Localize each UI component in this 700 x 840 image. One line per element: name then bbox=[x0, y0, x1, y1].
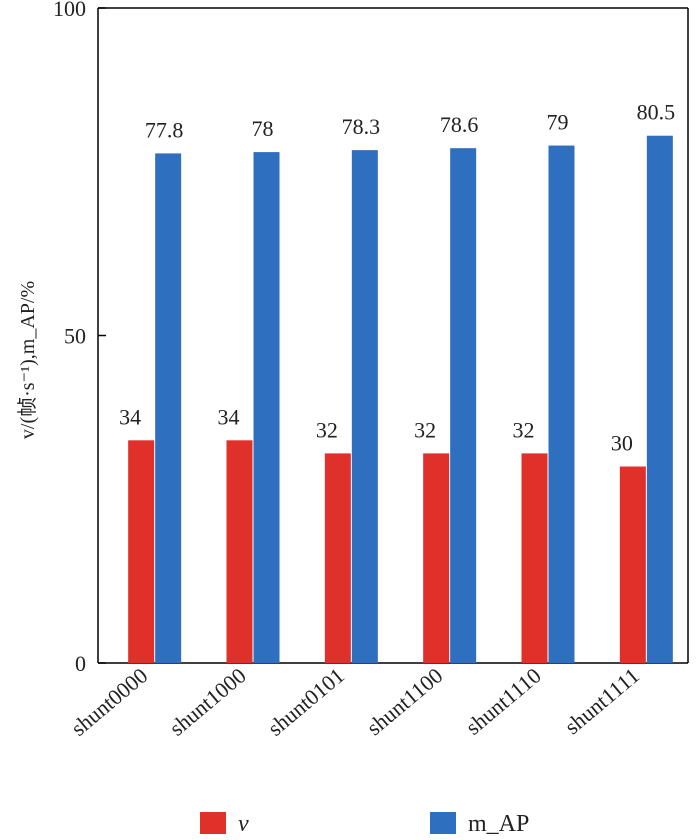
bar-v bbox=[128, 440, 155, 663]
data-label: 32 bbox=[513, 417, 535, 442]
bar-v bbox=[619, 466, 646, 663]
bar-map bbox=[548, 145, 575, 664]
legend-label: m_AP bbox=[468, 811, 529, 837]
data-label: 32 bbox=[316, 417, 338, 442]
bar-map bbox=[351, 150, 378, 663]
bar-map bbox=[253, 152, 280, 663]
bar-map bbox=[646, 135, 673, 664]
y-axis-label: v/(帧·s⁻¹),m_AP/% bbox=[16, 281, 39, 439]
category-label: shunt1000 bbox=[164, 663, 250, 741]
data-label: 78 bbox=[252, 116, 274, 141]
legend-label: v bbox=[238, 811, 249, 837]
data-label: 80.5 bbox=[637, 100, 676, 125]
bar-v bbox=[423, 453, 450, 663]
legend-swatch bbox=[430, 812, 456, 834]
bar-v bbox=[226, 440, 253, 663]
y-tick-label: 0 bbox=[75, 651, 86, 676]
category-label: shunt1100 bbox=[362, 663, 448, 741]
bar-map bbox=[450, 148, 477, 664]
data-label: 79 bbox=[547, 110, 569, 135]
bars bbox=[128, 135, 673, 664]
bar-map bbox=[155, 153, 182, 663]
legend: v m_AP bbox=[200, 811, 529, 837]
bar-v bbox=[521, 453, 548, 663]
plot-area bbox=[97, 7, 689, 664]
data-label: 34 bbox=[119, 404, 141, 429]
legend-swatch bbox=[200, 812, 226, 834]
data-label: 32 bbox=[414, 417, 436, 442]
data-label: 34 bbox=[218, 404, 240, 429]
y-tick-label: 50 bbox=[64, 324, 86, 349]
y-tick-label: 100 bbox=[53, 0, 86, 21]
category-labels: shunt0000 shunt1000 shunt0101 shunt1100 shun… bbox=[66, 663, 644, 741]
category-label: shunt1111 bbox=[560, 663, 644, 740]
data-label: 77.8 bbox=[145, 117, 184, 142]
data-labels: 34 77.8 34 78 32 78.3 32 78.6 32 79 30 80.5 bbox=[119, 100, 675, 456]
data-label: 30 bbox=[611, 431, 633, 456]
category-label: shunt1110 bbox=[461, 663, 546, 740]
data-label: 78.6 bbox=[440, 112, 479, 137]
bar-v bbox=[324, 453, 351, 663]
data-label: 78.3 bbox=[342, 114, 381, 139]
category-label: shunt0101 bbox=[263, 663, 349, 741]
y-ticks: 0 50 100 bbox=[53, 0, 106, 676]
